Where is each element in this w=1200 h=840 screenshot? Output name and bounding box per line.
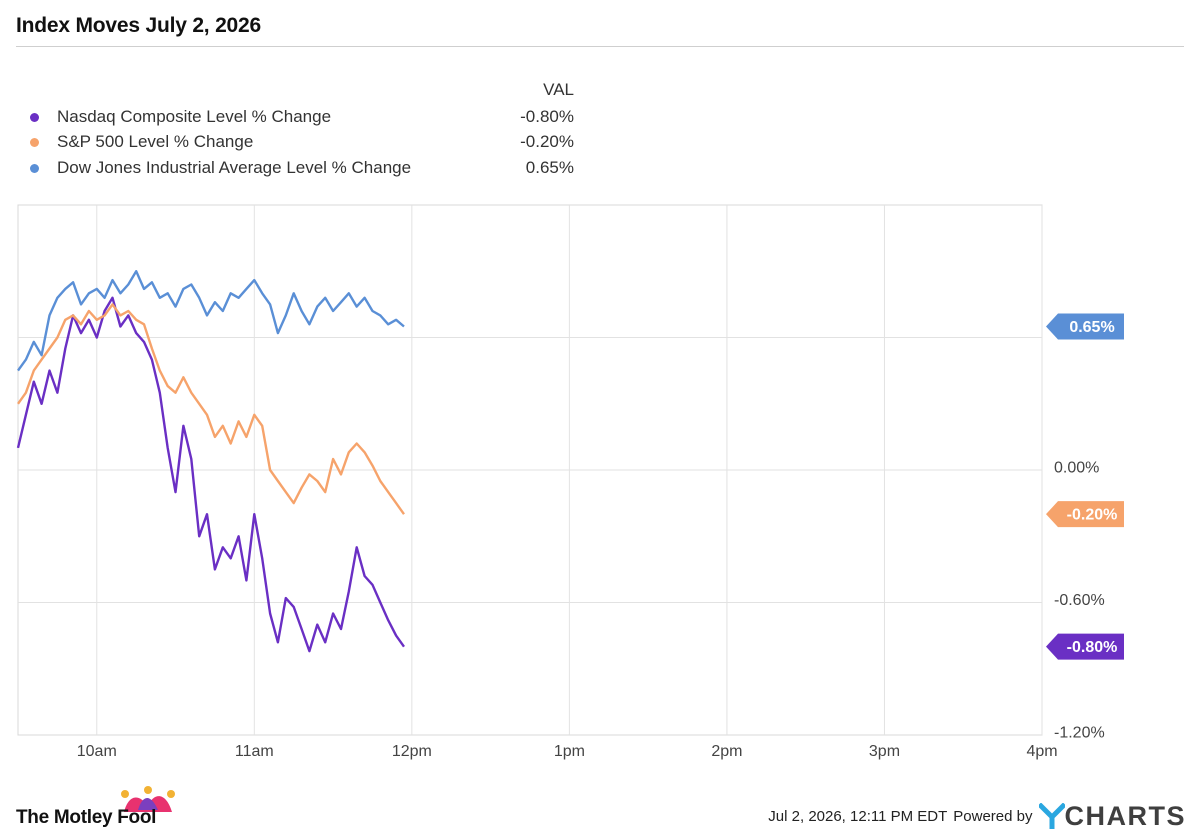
legend-value: -0.80% xyxy=(520,107,574,126)
x-tick-label: 4pm xyxy=(1026,743,1057,760)
value-tag-label: -0.80% xyxy=(1067,639,1118,656)
x-tick-label: 2pm xyxy=(711,743,742,760)
series-line-1 xyxy=(16,296,405,653)
value-tag xyxy=(1046,313,1124,340)
chart-title: Index Moves July 2, 2026 xyxy=(16,14,261,37)
value-tag xyxy=(1046,501,1124,528)
x-tick-label: 10am xyxy=(77,743,117,760)
ycharts-logo[interactable]: CHARTS xyxy=(1038,800,1187,832)
legend-item-dow[interactable]: Dow Jones Industrial Average Level % Cha… xyxy=(30,157,574,181)
legend-value-header: VAL xyxy=(543,80,574,99)
powered-by-label: Powered by xyxy=(953,807,1033,825)
jester-cap-icon xyxy=(121,786,175,812)
brand-name: The Motley Fool xyxy=(16,807,157,828)
motley-fool-logo: The Motley Fool xyxy=(16,786,216,830)
ycharts-y-icon xyxy=(1038,803,1065,829)
chart-footer: Jul 2, 2026, 12:11 PM EDT Powered by CHA… xyxy=(768,800,1186,832)
x-tick-label: 11am xyxy=(235,743,274,760)
ycharts-wordmark: CHARTS xyxy=(1064,800,1186,831)
legend-dot-icon xyxy=(30,113,39,122)
legend-dot-icon xyxy=(30,138,39,147)
series-line-2 xyxy=(17,303,405,515)
legend-value: -0.20% xyxy=(520,132,574,151)
legend-item-nasdaq[interactable]: Nasdaq Composite Level % Change -0.80% xyxy=(30,106,574,130)
timestamp: Jul 2, 2026, 12:11 PM EDT xyxy=(768,807,948,825)
legend-label: Nasdaq Composite Level % Change xyxy=(57,107,332,126)
y-tick-label: 0.00% xyxy=(1054,460,1099,477)
legend-dot-icon xyxy=(30,164,39,173)
legend-value: 0.65% xyxy=(525,158,574,177)
series-line-3 xyxy=(17,269,405,372)
x-tick-label: 12pm xyxy=(392,743,432,760)
value-tag-label: -0.20% xyxy=(1067,507,1118,524)
legend-item-sp500[interactable]: S&P 500 Level % Change -0.20% xyxy=(30,131,574,155)
y-tick-label: -0.60% xyxy=(1054,592,1105,609)
title-divider xyxy=(16,46,1184,47)
line-chart: 10am 11am 12pm 1pm 2pm 3pm 4pm 0.00% -0.60% -1.20… xyxy=(16,204,1124,760)
x-tick-label: 3pm xyxy=(869,743,900,760)
y-tick-label: -1.20% xyxy=(1054,725,1105,742)
value-tag xyxy=(1046,633,1124,660)
legend-label: S&P 500 Level % Change xyxy=(57,132,254,151)
x-tick-label: 1pm xyxy=(554,743,585,760)
legend-label: Dow Jones Industrial Average Level % Cha… xyxy=(57,158,412,177)
value-tag-label: 0.65% xyxy=(1069,319,1114,336)
